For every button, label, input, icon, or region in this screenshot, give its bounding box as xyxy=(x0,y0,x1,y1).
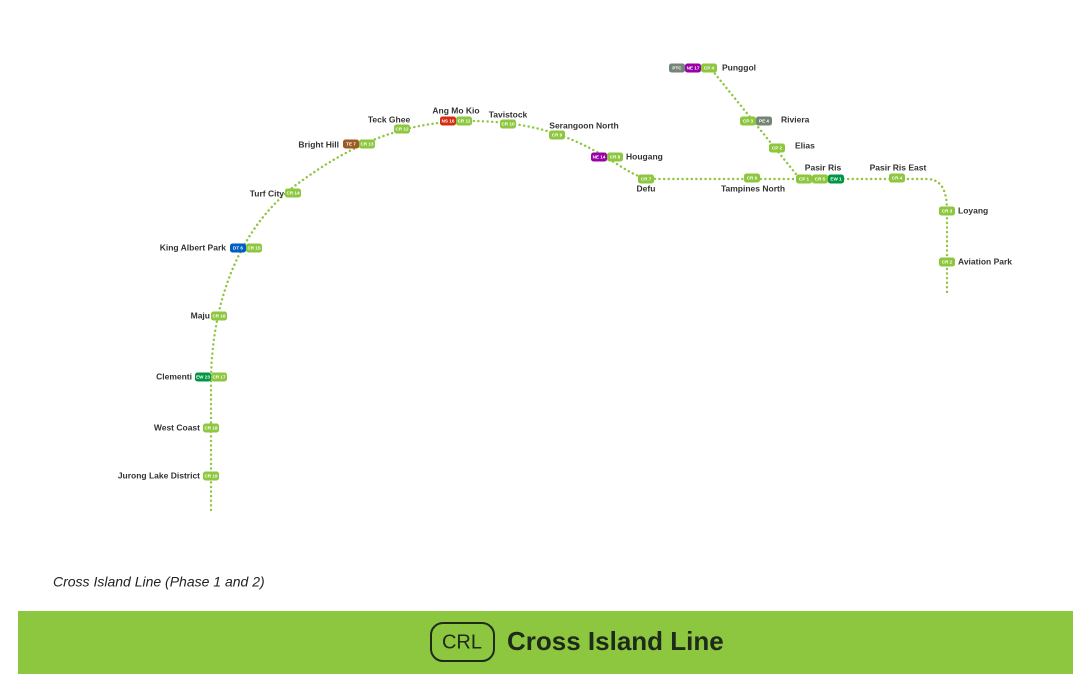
station-code: PTC xyxy=(672,66,682,71)
station-code: TE 7 xyxy=(346,142,356,147)
station-code: NS 16 xyxy=(442,119,455,124)
station-badge xyxy=(638,174,654,184)
stations: Jurong Lake District CR 19 West Coast CR 18… xyxy=(118,62,1012,481)
banner-code-box xyxy=(430,622,495,662)
caption: Cross Island Line (Phase 1 and 2) xyxy=(53,574,265,590)
station-badge xyxy=(740,116,756,126)
station-badge xyxy=(394,124,410,134)
station-code: DT 6 xyxy=(233,246,243,251)
station-code: CR 4 xyxy=(892,176,903,181)
station-name: Aviation Park xyxy=(958,256,1012,266)
station-code: CR 5 xyxy=(815,177,826,182)
station-badge xyxy=(769,143,785,153)
station-code: PE 4 xyxy=(759,119,769,124)
station-badge xyxy=(685,63,701,73)
station-code: CR 8 xyxy=(610,155,621,160)
station-badge xyxy=(812,174,828,184)
station-code: CR 9 xyxy=(552,133,563,138)
station-name: Pasir Ris East xyxy=(870,162,927,172)
station-badge xyxy=(456,116,472,126)
station-badge xyxy=(203,423,219,433)
station-badge xyxy=(285,188,301,198)
station-badge xyxy=(828,174,844,184)
station-badge xyxy=(440,116,456,126)
station-code: CR 15 xyxy=(247,246,260,251)
station-badge xyxy=(549,130,565,140)
station-badge xyxy=(195,372,211,382)
station-badge xyxy=(230,243,246,253)
station-badge xyxy=(669,63,685,73)
station-badge xyxy=(744,173,760,183)
station-code: CR 17 xyxy=(212,375,225,380)
station-badge xyxy=(500,119,516,129)
station-name: Serangoon North xyxy=(549,120,618,130)
station-badge xyxy=(607,152,623,162)
station-code: CP 3 xyxy=(743,119,754,124)
station-name: Elias xyxy=(795,140,815,150)
station-badge xyxy=(211,372,227,382)
station-badge xyxy=(939,206,955,216)
station-name: Loyang xyxy=(958,205,988,215)
station-code: CR 19 xyxy=(204,474,217,479)
station-name: Pasir Ris xyxy=(805,162,842,172)
station-name: King Albert Park xyxy=(160,242,227,252)
station-name: Ang Mo Kio xyxy=(432,105,479,115)
station-badge xyxy=(359,139,375,149)
station-code: NE 17 xyxy=(687,66,700,71)
station-name: Hougang xyxy=(626,151,663,161)
branch-route xyxy=(710,68,802,181)
banner xyxy=(18,611,1073,674)
station-code: CR 18 xyxy=(204,426,217,431)
station-code: CR 11 xyxy=(458,119,471,124)
station-badge xyxy=(889,173,905,183)
station-badge xyxy=(796,174,812,184)
station-code: CP 1 xyxy=(799,177,810,182)
station-code: CR 2 xyxy=(942,260,953,265)
station-code: CR 16 xyxy=(212,314,225,319)
station-code: CR 6 xyxy=(747,176,758,181)
station-name: Jurong Lake District xyxy=(118,470,200,480)
station-name: Bright Hill xyxy=(298,139,339,149)
station-badge xyxy=(343,139,359,149)
station-name: Clementi xyxy=(156,371,192,381)
banner-code: CRL xyxy=(442,631,482,653)
station-code: NE 14 xyxy=(593,155,606,160)
station-code: CR 3 xyxy=(942,209,953,214)
station-badge xyxy=(203,471,219,481)
station-code: CR 12 xyxy=(395,127,408,132)
station-badge xyxy=(701,63,717,73)
station-name: Defu xyxy=(637,183,656,193)
banner-title: Cross Island Line xyxy=(507,626,724,656)
station-code: CR 10 xyxy=(501,122,514,127)
station-name: Riviera xyxy=(781,114,810,124)
station-name: Punggol xyxy=(722,62,756,72)
station-badge xyxy=(211,311,227,321)
station-code: CR 7 xyxy=(641,177,652,182)
station-code: CP 2 xyxy=(772,146,783,151)
station-badge xyxy=(756,116,772,126)
station-code: EW 23 xyxy=(196,375,210,380)
station-code: CR 13 xyxy=(360,142,373,147)
station-name: Turf City xyxy=(250,188,285,198)
station-name: Tampines North xyxy=(721,183,785,193)
station-badge xyxy=(939,257,955,267)
station-name: West Coast xyxy=(154,422,200,432)
station-badge xyxy=(591,152,607,162)
station-code: CR 14 xyxy=(286,191,299,196)
station-badge xyxy=(246,243,262,253)
station-code: EW 1 xyxy=(830,177,842,182)
station-name: Teck Ghee xyxy=(368,114,411,124)
station-name: Maju xyxy=(191,310,210,320)
station-code: CP 4 xyxy=(704,66,715,71)
station-name: Tavistock xyxy=(489,109,528,119)
